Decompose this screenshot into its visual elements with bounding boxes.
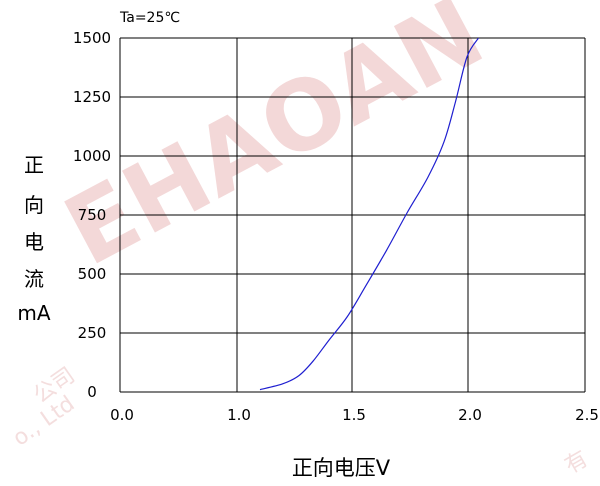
x-tick-label-2.0: 2.0 [458, 406, 482, 424]
watermark-right-small: 有 [561, 446, 593, 479]
x-tick-label-2.5: 2.5 [575, 406, 599, 424]
series-group [259, 37, 480, 391]
y-tick-label-250: 250 [78, 324, 107, 342]
watermark: EHAOAN 公司 o., Ltd 有 [9, 0, 593, 479]
y-tick-labels: 0 250 500 750 1000 1250 1500 [73, 29, 111, 401]
x-axis-label: 正向电压V [292, 456, 391, 480]
y-tick-label-1250: 1250 [73, 88, 111, 106]
series-line-0 [259, 37, 480, 391]
y-axis-label-part-1: 向 [24, 193, 44, 217]
y-tick-label-1500: 1500 [73, 29, 111, 47]
y-tick-label-500: 500 [78, 265, 107, 283]
y-axis-label-part-3: 流 [24, 267, 44, 291]
x-tick-label-0.0: 0.0 [110, 406, 134, 424]
y-axis-label-part-4: mA [17, 301, 50, 325]
y-tick-label-0: 0 [87, 383, 97, 401]
y-tick-label-1000: 1000 [73, 147, 111, 165]
x-tick-label-1.5: 1.5 [342, 406, 366, 424]
y-axis-label-part-2: 电 [24, 230, 44, 254]
chart-note: Ta=25℃ [119, 10, 180, 26]
x-tick-label-1.0: 1.0 [227, 406, 251, 424]
watermark-main: EHAOAN [47, 0, 500, 288]
x-tick-labels: 0.0 1.0 1.5 2.0 2.5 [110, 406, 599, 424]
y-axis-label-part-0: 正 [24, 153, 44, 177]
y-tick-label-750: 750 [78, 206, 107, 224]
grid [119, 37, 586, 393]
